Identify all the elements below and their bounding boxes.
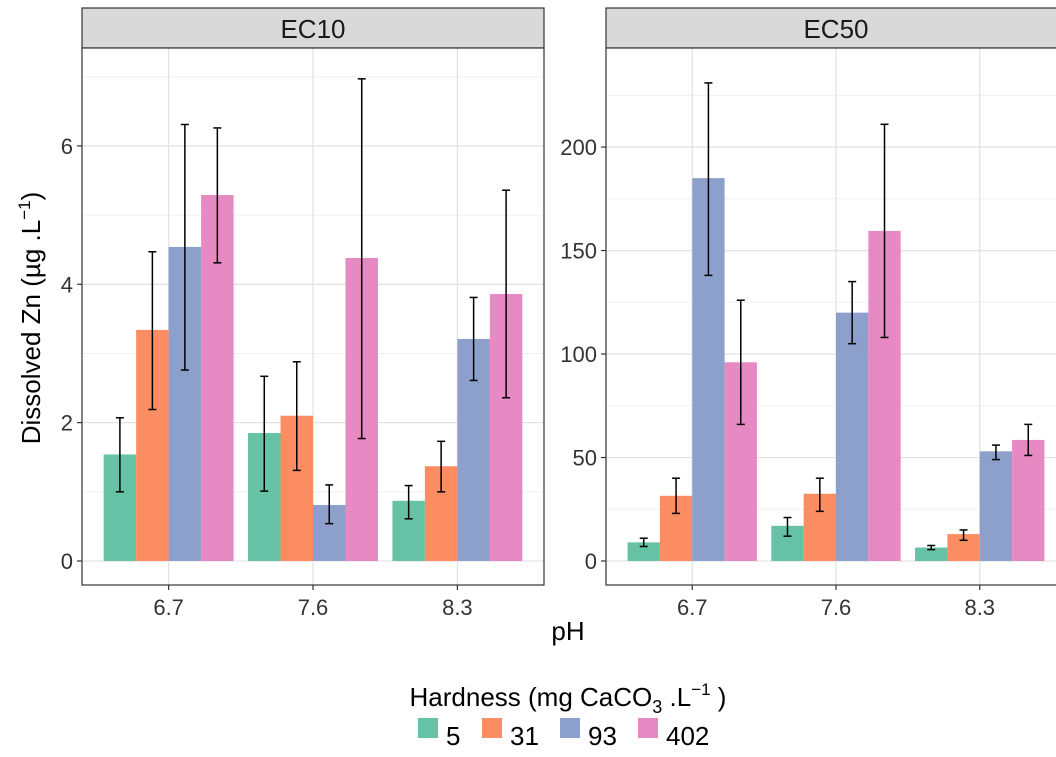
legend-key-93 xyxy=(560,718,580,738)
y-tick-label: 4 xyxy=(61,272,73,297)
error-bar xyxy=(783,516,792,537)
error-bar xyxy=(927,544,936,551)
x-tick-label: 7.6 xyxy=(298,595,329,620)
x-tick-label: 8.3 xyxy=(964,595,995,620)
y-tick-label: 50 xyxy=(573,446,597,471)
error-bar xyxy=(991,444,1000,461)
error-bar xyxy=(815,477,824,513)
y-tick-label: 0 xyxy=(61,549,73,574)
error-bar xyxy=(959,529,968,542)
y-tick-label: 100 xyxy=(560,342,597,367)
error-bar xyxy=(1024,423,1033,457)
error-bar xyxy=(292,361,301,472)
legend: Hardness (mg CaCO3 .L−1 ) 5 31 93 402 xyxy=(410,680,727,751)
error-bar xyxy=(357,78,366,440)
error-bar xyxy=(469,296,478,382)
error-bar xyxy=(880,123,889,339)
bar-ec50-6.7-5 xyxy=(627,542,660,561)
x-axis-ec50: 6.7 7.6 8.3 xyxy=(677,585,995,620)
y-tick-label: 200 xyxy=(560,135,597,160)
error-bar xyxy=(180,123,189,371)
y-axis-title: Dissolved Zn (µg .L−1) xyxy=(15,192,46,445)
legend-key-31 xyxy=(482,718,502,738)
bars-ec50 xyxy=(627,178,1045,561)
x-axis-ec10: 6.7 7.6 8.3 xyxy=(153,585,473,620)
y-tick-label: 2 xyxy=(61,411,73,436)
error-bar xyxy=(260,375,269,492)
y-tick-label: 150 xyxy=(560,239,597,264)
y-axis-ec50: 0 50 100 150 200 xyxy=(560,135,606,574)
legend-label-402: 402 xyxy=(666,721,709,751)
facet-strip-ec50 xyxy=(605,7,1056,49)
y-tick-label: 6 xyxy=(61,134,73,159)
y-tick-label: 0 xyxy=(585,549,597,574)
legend-title: Hardness (mg CaCO3 .L−1 ) xyxy=(410,680,727,717)
error-bar xyxy=(115,417,124,493)
x-tick-label: 6.7 xyxy=(153,595,184,620)
error-bar xyxy=(148,251,157,411)
legend-key-402 xyxy=(638,718,658,738)
legend-label-31: 31 xyxy=(510,721,539,751)
facet-title-ec10: EC10 xyxy=(280,14,345,44)
error-bar xyxy=(672,477,681,515)
facet-panel-ec10: EC10 0 2 4 6 6.7 7.6 8.3 xyxy=(61,7,545,620)
bar-ec50-7.6-93 xyxy=(836,312,869,561)
error-bar xyxy=(213,127,222,264)
error-bar xyxy=(848,280,857,345)
bars-ec10 xyxy=(103,195,523,561)
legend-keys: 5 31 93 402 xyxy=(418,718,709,751)
error-bar xyxy=(502,189,511,399)
facet-strip-ec10 xyxy=(81,7,545,49)
x-axis-title: pH xyxy=(551,616,584,646)
facet-title-ec50: EC50 xyxy=(803,14,868,44)
bar-ec50-8.3-5 xyxy=(915,547,948,561)
facet-panel-ec50: EC50 0 50 100 150 200 6.7 7.6 8.3 xyxy=(560,7,1056,620)
error-bar xyxy=(437,440,446,493)
legend-label-5: 5 xyxy=(446,721,460,751)
error-bar xyxy=(736,299,745,426)
bar-ec50-8.3-93 xyxy=(979,451,1013,561)
x-tick-label: 7.6 xyxy=(821,595,852,620)
error-bar xyxy=(639,537,648,548)
legend-key-5 xyxy=(418,718,438,738)
x-tick-label: 8.3 xyxy=(442,595,473,620)
error-bar xyxy=(325,484,334,525)
error-bars-ec50 xyxy=(639,82,1033,551)
error-bars-ec10 xyxy=(115,78,511,525)
bar-ec50-8.3-402 xyxy=(1012,439,1045,561)
error-bar xyxy=(404,484,413,520)
legend-label-93: 93 xyxy=(588,721,617,751)
y-axis-ec10: 0 2 4 6 xyxy=(61,134,82,574)
x-tick-label: 6.7 xyxy=(677,595,708,620)
error-bar xyxy=(704,82,713,277)
